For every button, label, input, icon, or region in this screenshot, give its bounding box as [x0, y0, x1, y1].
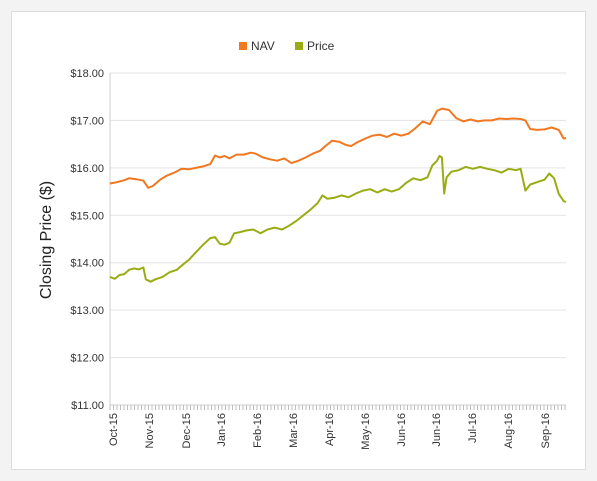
y-tick-label: $16.00 [70, 163, 104, 175]
y-axis-title: Closing Price ($) [38, 181, 55, 299]
y-tick-label: $13.00 [70, 305, 104, 317]
x-tick-label: Mar-16 [288, 413, 300, 448]
gridlines [110, 72, 566, 406]
legend: NAV Price [239, 39, 335, 53]
x-tick-label: Aug-16 [503, 413, 515, 448]
y-axis-ticks: $11.00 $12.00 $13.00 $14.00 $15.00 $16.00 $17.… [70, 68, 104, 412]
legend-swatch-price [295, 42, 303, 50]
x-tick-label: May-16 [360, 413, 372, 450]
y-tick-label: $11.00 [71, 400, 104, 412]
y-tick-label: $18.00 [70, 68, 104, 80]
x-tick-label: Jul-16 [467, 413, 479, 443]
series-line-price [109, 155, 567, 283]
chart-panel [11, 11, 586, 470]
x-tick-label: Dec-15 [181, 413, 193, 448]
x-tick-label: Jun-16 [396, 413, 408, 447]
x-tick-label: Jan-16 [216, 413, 228, 447]
axes [109, 73, 566, 410]
x-tick-label: Apr-16 [324, 413, 336, 446]
x-axis-ticks: Oct-15 Nov-15 Dec-15 Jan-16 Feb-16 Mar-16 Apr-… [108, 413, 552, 450]
series-lines [109, 107, 567, 283]
y-tick-label: $12.00 [70, 353, 104, 365]
x-tick-label: Oct-15 [108, 413, 120, 446]
legend-swatch-nav [239, 42, 247, 50]
series-line-nav [109, 107, 567, 189]
legend-label-price[interactable]: Price [307, 39, 335, 53]
x-tick-label: Feb-16 [252, 413, 264, 448]
x-tick-label: Jun-16 [431, 413, 443, 447]
x-tick-label: Nov-15 [144, 413, 156, 448]
legend-label-nav[interactable]: NAV [251, 39, 275, 53]
y-tick-label: $17.00 [70, 115, 104, 127]
x-tick-label: Sep-16 [540, 413, 552, 448]
y-tick-label: $15.00 [70, 210, 104, 222]
y-tick-label: $14.00 [70, 258, 104, 270]
